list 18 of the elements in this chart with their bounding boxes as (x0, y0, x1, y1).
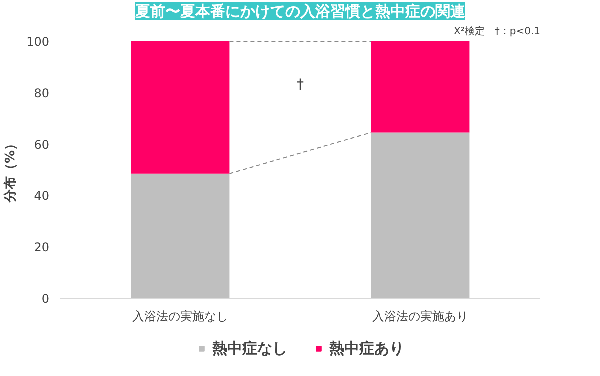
y-tick-label: 100 (26, 35, 50, 49)
chart-title: 夏前〜夏本番にかけての入浴習慣と熱中症の関連 (134, 2, 466, 20)
y-tick-label: 60 (34, 138, 50, 152)
bar (131, 42, 230, 174)
text: X²検定 †：p<0.1 (454, 26, 541, 38)
annotation: † (297, 76, 304, 93)
bar (131, 174, 230, 298)
y-tick-label: 80 (34, 86, 50, 100)
x-tick-label: 入浴法の実施なし (132, 310, 228, 324)
bar (371, 42, 470, 133)
y-tick-label: 0 (42, 292, 50, 306)
legend-label: 熱中症なし (212, 339, 288, 358)
y-axis-title: 分布（%） (4, 137, 19, 204)
y-tick-label: 20 (34, 240, 50, 255)
bar (371, 132, 470, 298)
y-tick-label: 40 (34, 189, 50, 204)
legend-label: 熱中症あり (330, 339, 404, 358)
x-tick-label: 入浴法の実施あり (372, 310, 468, 324)
